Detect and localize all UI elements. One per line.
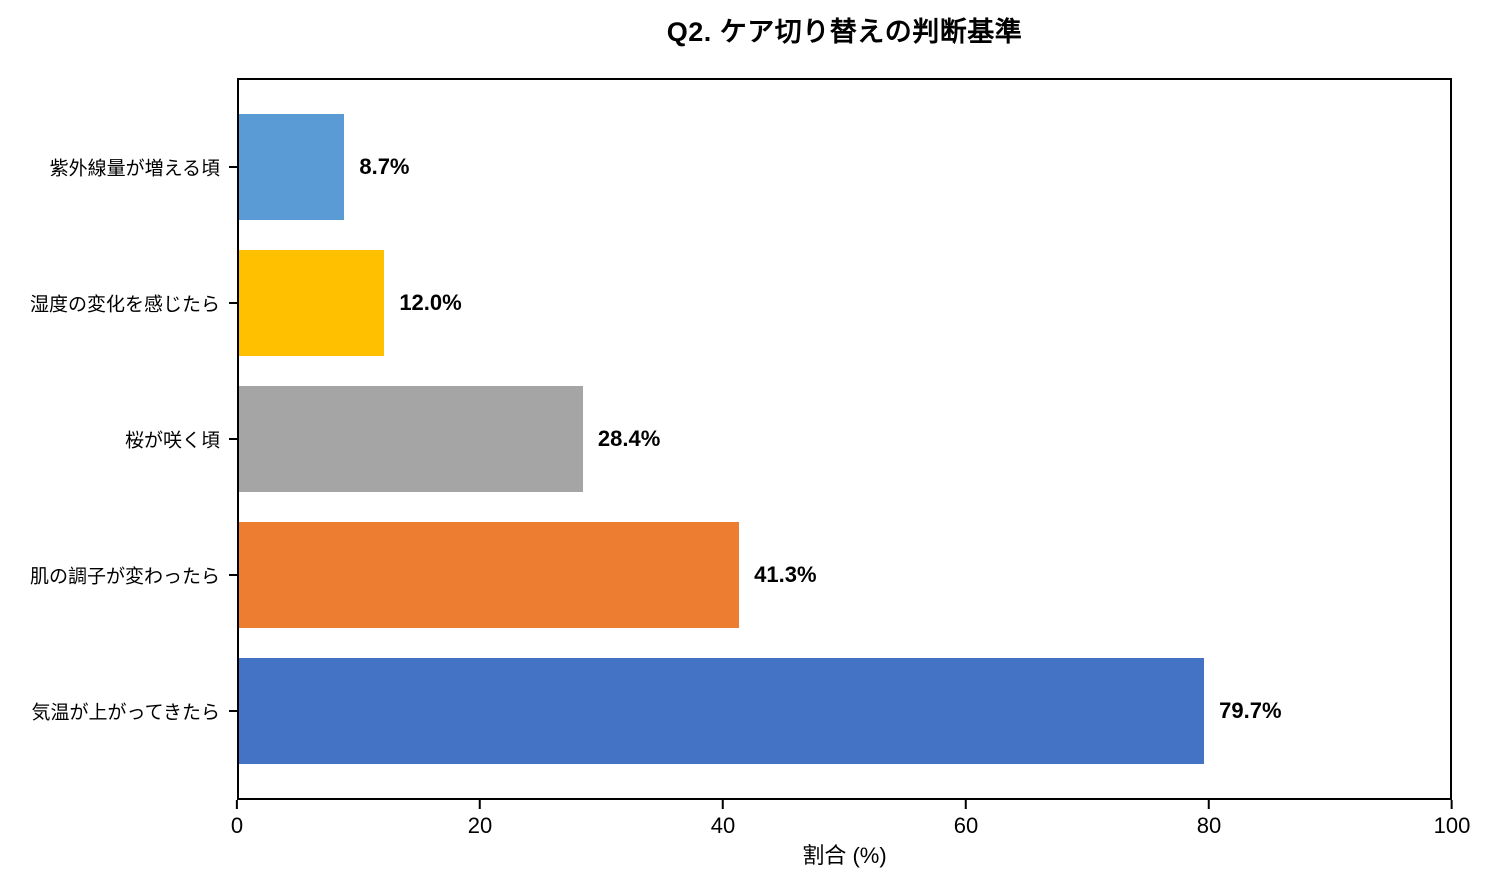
bar-value-label: 8.7% — [359, 154, 410, 179]
category-label: 紫外線量が増える頃 — [49, 158, 220, 180]
x-tick-label: 80 — [1196, 813, 1222, 838]
bar-value-label: 79.7% — [1219, 698, 1282, 723]
x-tick-label: 20 — [467, 813, 493, 838]
x-tick-mark — [1207, 800, 1210, 809]
chart-title: Q2. ケア切り替えの判断基準 — [666, 17, 1023, 47]
y-axis-tick — [229, 438, 237, 440]
y-axis-tick — [229, 302, 237, 304]
category-label: 桜が咲く頃 — [124, 430, 220, 452]
x-axis-label: 割合 (%) — [802, 843, 887, 868]
category-label: 肌の調子が変わったら — [29, 566, 220, 588]
x-tick: 80 — [1197, 800, 1221, 839]
y-axis-tick — [229, 574, 237, 576]
bar-row: 肌の調子が変わったら 41.3% — [30, 507, 1450, 643]
x-tick: 0 — [231, 800, 243, 839]
x-tick: 20 — [468, 800, 492, 839]
bar — [239, 114, 345, 220]
bar — [239, 522, 740, 628]
bar-value-label: 41.3% — [754, 562, 817, 587]
bar-row: 気温が上がってきたら 79.7% — [32, 643, 1450, 779]
x-tick-mark — [236, 800, 238, 809]
x-tick-mark — [964, 800, 967, 809]
x-tick: 60 — [954, 800, 978, 839]
x-tick-label: 100 — [1433, 813, 1471, 838]
category-label: 気温が上がってきたら — [31, 702, 220, 724]
x-tick-label: 0 — [230, 813, 244, 838]
bar-value-label: 12.0% — [399, 290, 462, 315]
x-tick-label: 60 — [953, 813, 979, 838]
bar-value-label: 28.4% — [597, 426, 661, 451]
bar — [239, 658, 1205, 764]
plot-area: 紫外線量が増える頃 8.7% 湿度の変化を感じたら 12.0% 桜が咲く頃 28… — [30, 78, 1452, 800]
bar-row: 湿度の変化を感じたら 12.0% — [30, 235, 1450, 371]
bar-row: 桜が咲く頃 28.4% — [125, 371, 1450, 507]
category-label: 湿度の変化を感じたら — [29, 294, 220, 316]
x-tick: 100 — [1433, 800, 1471, 839]
y-axis-tick — [229, 710, 237, 712]
x-tick-mark — [1451, 800, 1453, 809]
x-tick: 40 — [711, 800, 735, 839]
x-tick-mark — [478, 800, 481, 809]
bar-row: 紫外線量が増える頃 8.7% — [50, 99, 1450, 235]
x-tick-label: 40 — [710, 813, 736, 838]
y-axis-tick — [229, 166, 237, 168]
x-tick-mark — [721, 800, 724, 809]
bar — [239, 386, 583, 492]
x-axis: 0 20 40 60 80 100 — [231, 800, 1470, 840]
bar — [239, 250, 385, 356]
